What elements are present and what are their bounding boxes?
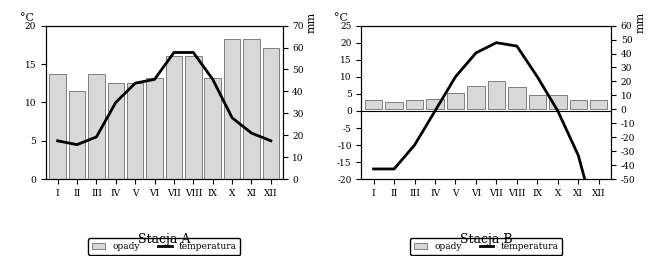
Y-axis label: mm: mm <box>306 12 316 33</box>
Bar <box>204 78 221 179</box>
Bar <box>487 81 505 109</box>
Bar <box>386 102 403 109</box>
Bar <box>224 39 240 179</box>
Bar <box>467 86 485 109</box>
Bar <box>549 95 566 109</box>
Bar <box>529 95 546 109</box>
Bar <box>185 56 202 179</box>
Bar <box>166 56 182 179</box>
Legend: opady, temperatura: opady, temperatura <box>410 238 562 254</box>
Bar <box>426 99 443 109</box>
Legend: opady, temperatura: opady, temperatura <box>88 238 240 254</box>
Bar <box>263 48 279 179</box>
Bar <box>49 74 66 179</box>
Bar <box>147 78 163 179</box>
Bar <box>69 91 85 179</box>
Bar <box>243 39 260 179</box>
Y-axis label: mm: mm <box>636 12 646 33</box>
Text: Stacja A: Stacja A <box>138 233 191 246</box>
Text: Stacja B: Stacja B <box>460 233 512 246</box>
Bar <box>508 87 526 109</box>
Bar <box>406 100 423 109</box>
Y-axis label: °C: °C <box>20 13 34 23</box>
Bar <box>108 83 124 179</box>
Bar <box>447 93 464 109</box>
Bar <box>365 100 382 109</box>
Bar <box>570 100 587 109</box>
Bar <box>590 100 608 109</box>
Bar <box>88 74 104 179</box>
Y-axis label: °C: °C <box>334 13 348 23</box>
Bar <box>127 83 143 179</box>
